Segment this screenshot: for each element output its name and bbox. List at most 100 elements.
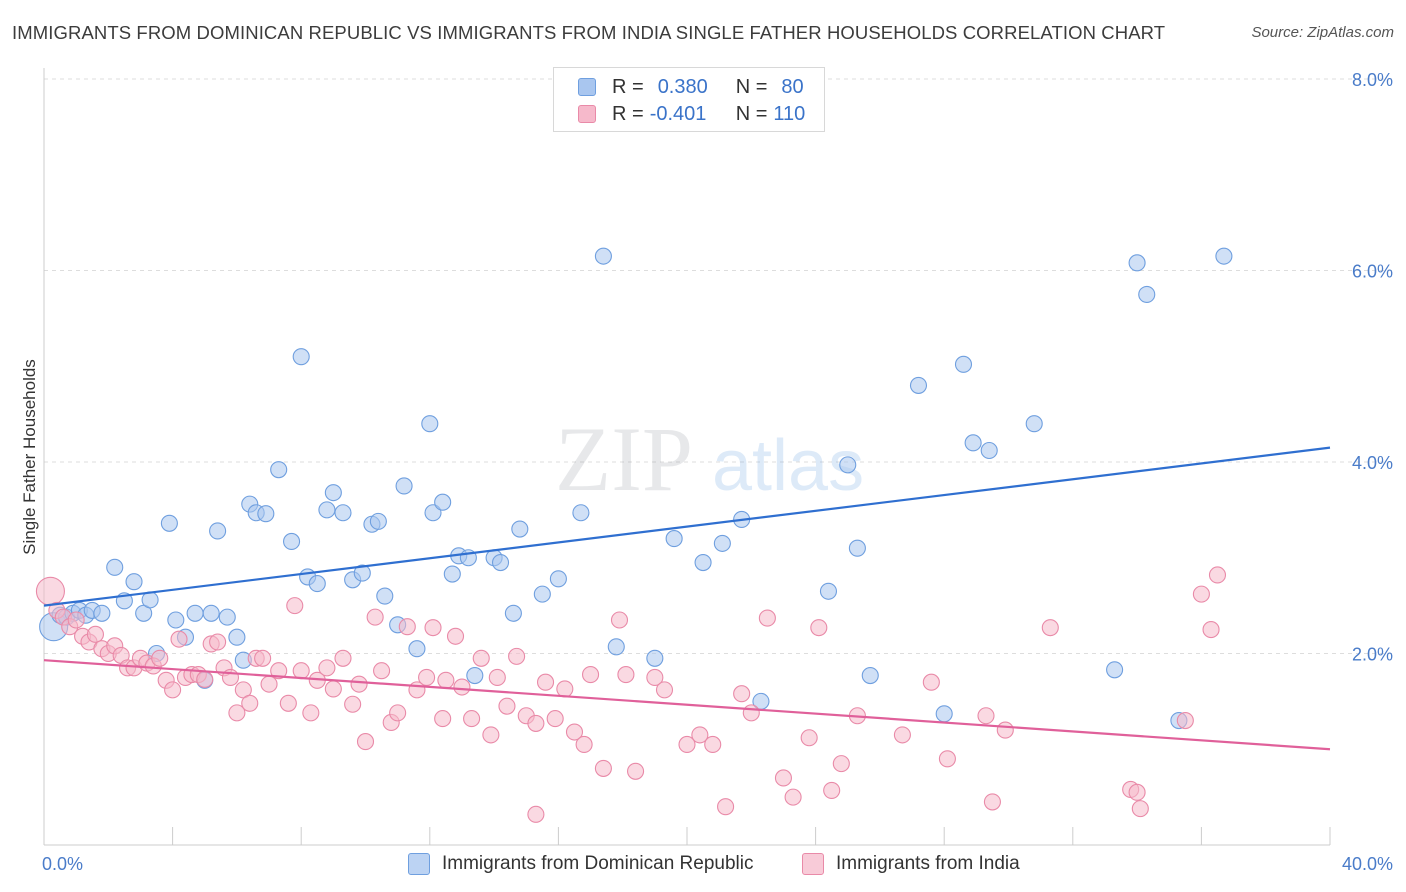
- point-india: [241, 694, 259, 712]
- point-dominican: [839, 456, 857, 474]
- point-dominican: [646, 649, 664, 667]
- point-india: [472, 649, 490, 667]
- point-dominican: [283, 532, 301, 551]
- watermark-atlas: atlas: [712, 426, 864, 506]
- point-dominican: [421, 415, 439, 433]
- point-india: [594, 759, 612, 777]
- point-dominican: [292, 348, 310, 366]
- point-india: [350, 675, 368, 693]
- point-dominican: [694, 553, 712, 572]
- point-india: [434, 710, 452, 728]
- point-india: [164, 681, 182, 699]
- point-india: [196, 670, 214, 688]
- point-india: [536, 673, 555, 691]
- point-dominican: [549, 570, 567, 588]
- point-dominican: [334, 504, 352, 522]
- point-india: [356, 733, 375, 751]
- legend-r-label: R =: [612, 75, 644, 98]
- point-dominican: [443, 565, 461, 583]
- legend-row-india: R = -0.401 N = 110: [578, 102, 805, 126]
- trend-line-india: [43, 659, 1331, 751]
- point-dominican: [572, 504, 590, 522]
- point-dominican: [964, 434, 982, 452]
- point-dominican: [434, 493, 452, 511]
- point-dominican: [607, 638, 625, 656]
- point-dominican: [1128, 254, 1146, 272]
- point-india: [260, 675, 278, 693]
- chart-title: IMMIGRANTS FROM DOMINICAN REPUBLIC VS IM…: [12, 22, 1166, 43]
- point-india: [389, 704, 407, 722]
- point-india: [617, 666, 635, 684]
- point-dominican: [1106, 661, 1124, 679]
- point-india: [581, 666, 600, 684]
- point-dominican: [353, 564, 371, 582]
- point-india: [151, 649, 169, 667]
- point-india: [1131, 800, 1149, 818]
- point-dominican: [209, 522, 227, 540]
- point-dominican: [93, 604, 111, 622]
- point-india: [678, 735, 696, 754]
- point-india: [1176, 711, 1194, 730]
- point-india: [1202, 621, 1220, 639]
- point-india: [302, 704, 320, 722]
- point-dominican: [202, 604, 220, 622]
- point-india: [646, 668, 664, 686]
- point-india: [983, 793, 1001, 811]
- y-axis-label: Single Father Households: [20, 359, 39, 555]
- point-dominican: [160, 514, 178, 532]
- y-tick-label: 2.0%: [1352, 645, 1393, 665]
- point-india: [437, 671, 455, 689]
- point-india: [228, 704, 246, 722]
- point-india: [366, 608, 384, 626]
- point-dominican: [909, 376, 928, 394]
- point-india: [279, 694, 297, 712]
- point-india: [575, 735, 593, 754]
- point-dominican: [318, 501, 336, 519]
- point-dominican: [218, 608, 236, 626]
- point-india: [453, 678, 471, 696]
- point-india: [508, 647, 526, 665]
- bottom-legend-swatch-india: [802, 853, 824, 875]
- point-india: [482, 726, 500, 744]
- point-india: [324, 680, 342, 698]
- point-dominican: [594, 247, 612, 265]
- point-dominican: [228, 628, 246, 646]
- point-india: [556, 680, 574, 698]
- point-dominican: [308, 575, 326, 593]
- point-dominican: [408, 640, 426, 658]
- bottom-legend-india: Immigrants from India: [802, 851, 1020, 877]
- point-dominican: [819, 582, 838, 600]
- bottom-legend-swatch-dominican: [408, 853, 430, 875]
- point-dominican: [954, 355, 973, 373]
- point-india: [832, 755, 850, 773]
- point-dominican: [167, 611, 185, 629]
- point-dominican: [848, 539, 866, 557]
- point-india: [565, 723, 584, 741]
- legend-r-value-dominican: 0.380: [657, 75, 708, 98]
- point-india: [810, 619, 828, 637]
- point-india: [758, 609, 776, 627]
- axes: [43, 68, 1331, 846]
- point-india: [546, 710, 564, 728]
- point-india: [424, 619, 442, 637]
- point-dominican: [665, 530, 683, 548]
- point-india: [446, 627, 465, 645]
- point-india: [344, 695, 362, 713]
- legend-r-value-india: -0.401: [649, 102, 707, 125]
- point-india: [67, 611, 85, 629]
- point-dominican: [511, 520, 529, 538]
- point-india: [292, 662, 310, 680]
- point-dominican: [861, 666, 879, 685]
- point-dominican: [533, 585, 551, 603]
- point-dominican: [395, 477, 413, 495]
- watermark: ZIP atlas: [555, 408, 864, 510]
- point-india: [527, 714, 545, 732]
- point-india: [1208, 566, 1227, 584]
- point-india: [893, 726, 911, 744]
- legend-r-label: R =: [612, 102, 644, 125]
- point-india: [398, 618, 416, 636]
- point-dominican: [257, 505, 275, 523]
- legend-n-label: N =: [735, 102, 768, 125]
- y-tick-label: 4.0%: [1352, 453, 1393, 473]
